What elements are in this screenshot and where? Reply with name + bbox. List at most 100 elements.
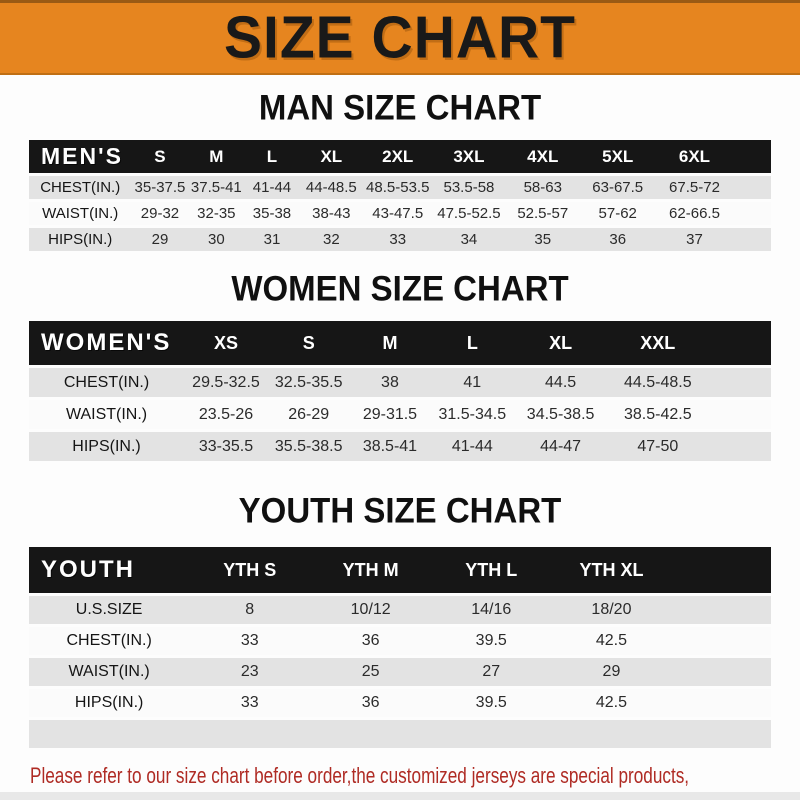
size-value-cell: 47-50 — [606, 432, 709, 461]
size-value-cell: 44-47 — [514, 432, 607, 461]
size-column-header: 4XL — [505, 140, 581, 173]
size-value-cell: 33 — [189, 627, 311, 655]
row-label: HIPS(IN.) — [29, 228, 132, 251]
size-column-header: XS — [184, 321, 268, 365]
size-value-cell: 23 — [189, 658, 311, 686]
table-bottom-strip — [29, 720, 771, 748]
size-value-cell: 44-48.5 — [299, 176, 363, 199]
row-spacer — [708, 400, 771, 429]
row-label: HIPS(IN.) — [29, 432, 185, 461]
row-spacer — [671, 627, 771, 655]
women-size-table: WOMEN'S XS S M L XL XXL CHEST(IN.) 29.5-32.5 32.5… — [29, 318, 771, 464]
row-label: CHEST(IN.) — [29, 368, 185, 397]
size-column-header: YTH S — [189, 547, 311, 593]
row-label: WAIST(IN.) — [29, 202, 132, 225]
size-value-cell: 38 — [349, 368, 431, 397]
size-value-cell: 38.5-41 — [349, 432, 431, 461]
size-value-cell: 38-43 — [299, 202, 363, 225]
size-column-header: XL — [514, 321, 607, 365]
table-row: HIPS(IN.) 33-35.5 35.5-38.5 38.5-41 41-44 44-… — [29, 432, 771, 461]
row-spacer — [733, 228, 771, 251]
size-value-cell: 33 — [362, 228, 433, 251]
size-column-header: YTH XL — [551, 547, 672, 593]
size-value-cell: 14/16 — [431, 596, 552, 624]
row-label: U.S.SIZE — [29, 596, 190, 624]
size-value-cell: 63-67.5 — [580, 176, 656, 199]
row-label: CHEST(IN.) — [29, 627, 190, 655]
size-column-header: L — [430, 321, 515, 365]
size-value-cell: 35-37.5 — [131, 176, 189, 199]
size-value-cell: 41 — [430, 368, 515, 397]
size-value-cell: 35 — [505, 228, 581, 251]
size-value-cell: 44.5 — [514, 368, 607, 397]
table-row: WAIST(IN.) 23 25 27 29 — [29, 658, 771, 686]
table-row: WAIST(IN.) 29-32 32-35 35-38 38-43 43-47.5 47.… — [29, 202, 771, 225]
size-value-cell: 34 — [432, 228, 506, 251]
page-title: SIZE CHART — [224, 4, 576, 71]
footer-note-line1: Please refer to our size chart before or… — [30, 763, 690, 788]
row-label: CHEST(IN.) — [29, 176, 132, 199]
section-women: WOMEN SIZE CHART WOMEN'S XS S M L XL XXL CHEST(… — [0, 268, 800, 464]
size-value-cell: 67.5-72 — [655, 176, 734, 199]
size-value-cell: 29-31.5 — [349, 400, 431, 429]
section-heading-youth: YOUTH SIZE CHART — [238, 490, 562, 531]
table-row: CHEST(IN.) 33 36 39.5 42.5 — [29, 627, 771, 655]
size-value-cell: 36 — [310, 689, 432, 717]
size-value-cell: 42.5 — [551, 627, 672, 655]
size-value-cell: 37.5-41 — [188, 176, 245, 199]
size-value-cell: 52.5-57 — [505, 202, 581, 225]
size-value-cell: 18/20 — [551, 596, 672, 624]
size-value-cell: 27 — [431, 658, 552, 686]
size-value-cell: 42.5 — [551, 689, 672, 717]
size-value-cell: 47.5-52.5 — [432, 202, 506, 225]
size-value-cell: 62-66.5 — [655, 202, 734, 225]
section-heading-women: WOMEN SIZE CHART — [231, 268, 569, 309]
youth-size-table: YOUTH YTH S YTH M YTH L YTH XL U.S.SIZE 8 10/12… — [29, 544, 771, 751]
header-spacer — [708, 321, 771, 365]
size-value-cell: 36 — [580, 228, 656, 251]
size-value-cell: 31.5-34.5 — [430, 400, 515, 429]
size-header-row: MEN'S S M L XL 2XL 3XL 4XL 5XL 6XL — [29, 140, 771, 173]
size-value-cell: 48.5-53.5 — [362, 176, 433, 199]
size-value-cell: 57-62 — [580, 202, 656, 225]
size-value-cell: 32-35 — [188, 202, 245, 225]
size-value-cell: 53.5-58 — [432, 176, 506, 199]
row-spacer — [733, 202, 771, 225]
row-spacer — [733, 176, 771, 199]
table-corner-label: YOUTH — [29, 547, 190, 593]
size-value-cell: 35-38 — [244, 202, 300, 225]
size-column-header: 5XL — [580, 140, 656, 173]
size-value-cell: 33 — [189, 689, 311, 717]
table-row: HIPS(IN.) 33 36 39.5 42.5 — [29, 689, 771, 717]
size-value-cell: 29 — [131, 228, 189, 251]
table-row: CHEST(IN.) 29.5-32.5 32.5-35.5 38 41 44.5 44.5… — [29, 368, 771, 397]
row-spacer — [708, 432, 771, 461]
size-column-header: YTH M — [310, 547, 432, 593]
size-value-cell: 25 — [310, 658, 432, 686]
row-spacer — [671, 596, 771, 624]
size-column-header: M — [349, 321, 431, 365]
size-column-header: XL — [299, 140, 363, 173]
size-value-cell: 41-44 — [430, 432, 515, 461]
size-column-header: M — [188, 140, 245, 173]
size-column-header: 2XL — [362, 140, 433, 173]
size-column-header: XXL — [606, 321, 709, 365]
size-column-header: S — [267, 321, 350, 365]
section-men: MAN SIZE CHART MEN'S S M L XL 2XL 3XL 4XL 5XL 6XL… — [0, 88, 800, 254]
size-column-header: L — [244, 140, 300, 173]
table-corner-label: WOMEN'S — [29, 321, 185, 365]
size-value-cell: 38.5-42.5 — [606, 400, 709, 429]
header-spacer — [671, 547, 771, 593]
size-header-row: WOMEN'S XS S M L XL XXL — [29, 321, 771, 365]
size-value-cell: 29.5-32.5 — [184, 368, 268, 397]
size-value-cell: 41-44 — [244, 176, 300, 199]
size-value-cell: 8 — [189, 596, 311, 624]
row-spacer — [671, 689, 771, 717]
size-value-cell: 32.5-35.5 — [267, 368, 350, 397]
size-value-cell: 44.5-48.5 — [606, 368, 709, 397]
size-value-cell: 35.5-38.5 — [267, 432, 350, 461]
bottom-strip — [0, 792, 800, 800]
size-value-cell: 39.5 — [431, 689, 552, 717]
size-column-header: YTH L — [431, 547, 552, 593]
size-value-cell: 43-47.5 — [362, 202, 433, 225]
